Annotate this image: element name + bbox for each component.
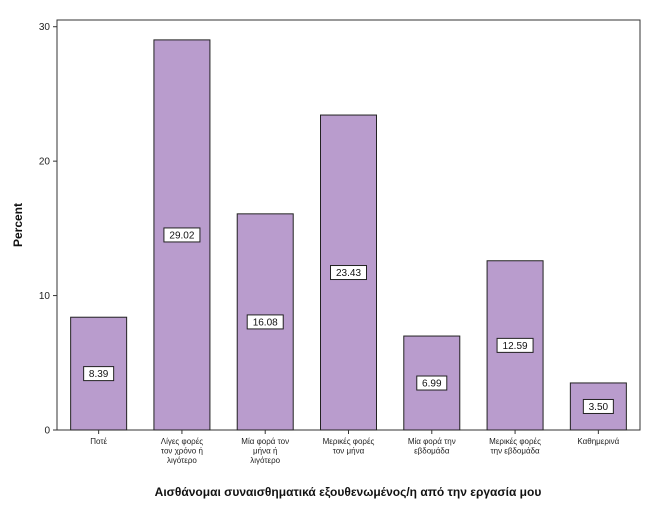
x-tick-label: Μερικές φορές xyxy=(323,437,375,446)
x-tick-label: λιγότερο xyxy=(250,456,280,465)
data-labels: 8.39 29.02 16.08 23.43 6.99 12.59 3.50 xyxy=(83,227,614,414)
bars xyxy=(70,39,627,431)
data-label-box xyxy=(582,398,614,414)
data-label: 3.50 xyxy=(589,402,609,413)
x-axis-title: Αισθάνομαι συναισθηματικά εξουθενωμένος/… xyxy=(155,485,542,499)
y-tick-label: 0 xyxy=(44,426,50,437)
x-tick-label: Λίγες φορές xyxy=(161,437,204,446)
x-tick-label: Μία φορά τον xyxy=(241,437,289,446)
data-label: 6.99 xyxy=(422,379,442,390)
x-tick-label: τον μήνα xyxy=(333,447,365,456)
data-label-box xyxy=(246,314,284,330)
x-tick-label: τον χρόνο ή xyxy=(161,447,203,456)
y-ticks: 0 10 20 30 xyxy=(39,22,57,437)
x-tick-label: Μία φορά την xyxy=(408,437,456,446)
data-label-box xyxy=(330,265,367,281)
data-label: 8.39 xyxy=(89,369,109,380)
data-label: 12.59 xyxy=(503,341,528,352)
x-tick-label: εβδομάδα xyxy=(414,447,450,456)
y-tick-label: 30 xyxy=(39,22,51,33)
data-label-box xyxy=(496,337,534,353)
data-label: 23.43 xyxy=(336,268,361,279)
data-label-box xyxy=(83,366,115,382)
x-tick-label: Ποτέ xyxy=(90,437,107,446)
x-tick-label: μήνα ή xyxy=(253,447,277,456)
data-label-box xyxy=(416,375,448,391)
data-label: 29.02 xyxy=(169,230,194,241)
data-label: 16.08 xyxy=(253,317,278,328)
y-axis-title: Percent xyxy=(11,203,25,247)
y-tick-label: 20 xyxy=(39,157,51,168)
x-tick-label: Μερικές φορές xyxy=(489,437,541,446)
x-tick-label: την εβδομάδα xyxy=(490,447,540,456)
x-tick-label: Καθημερινά xyxy=(577,437,619,446)
y-tick-label: 10 xyxy=(39,291,51,302)
data-label-box xyxy=(163,227,201,243)
x-tick-label: λιγότερο xyxy=(167,456,197,465)
